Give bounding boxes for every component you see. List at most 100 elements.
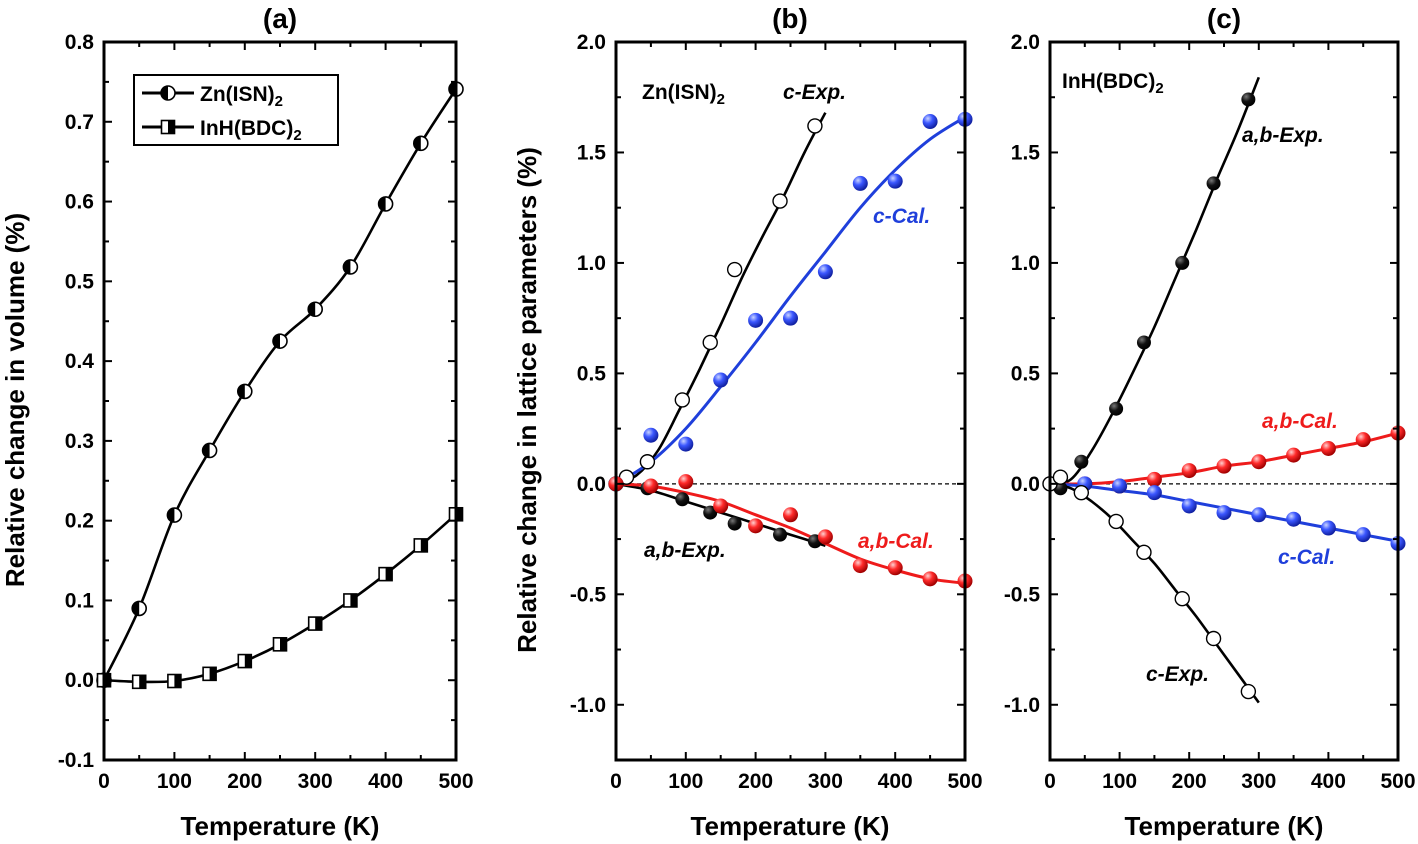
plot-area-a: 0 100 200 300 400 500 -0.1 0.0 0.1 0.2 0.3 0.4 0.5 0.… <box>58 31 474 793</box>
data-point-a-1-9 <box>413 538 429 553</box>
y-axis-title-b: Relative change in lattice parameters (%… <box>512 147 542 653</box>
x-tick-label: 500 <box>1380 770 1415 793</box>
series-line-c-0 <box>1049 76 1261 486</box>
plot-area-b: 0 100 200 300 400 500 -1.0 -0.5 0.0 0.5 1.0 1.5 2.0 <box>570 31 983 793</box>
series-line-a-0 <box>102 88 458 681</box>
data-point-b-3-8 <box>887 560 903 576</box>
data-point-c-2-6 <box>1251 507 1267 523</box>
panel-label-a: (a) <box>263 3 297 34</box>
compound-label-c: InH(BDC)2 <box>1062 70 1164 97</box>
data-point-c-0-5 <box>1175 255 1190 270</box>
x-tick-label: 300 <box>1241 770 1276 793</box>
data-point-c-2-5 <box>1216 505 1232 521</box>
data-point-c-2-2 <box>1112 478 1128 494</box>
data-point-b-3-1 <box>643 478 659 494</box>
y-tick-label: 0.5 <box>577 362 607 385</box>
data-point-b-0-5 <box>726 261 743 278</box>
data-point-b-2-4 <box>727 516 742 531</box>
y-tick-label: -1.0 <box>570 694 606 717</box>
data-point-c-3-1 <box>1052 469 1069 485</box>
data-point-c-0-2 <box>1074 454 1089 469</box>
x-tick-label: 500 <box>438 770 473 793</box>
data-point-a-0-6 <box>307 301 324 318</box>
data-point-b-1-6 <box>817 264 833 280</box>
data-point-b-1-9 <box>922 114 938 130</box>
data-point-a-1-8 <box>378 566 393 582</box>
y-tick-label: 0.0 <box>65 669 94 692</box>
data-point-b-1-8 <box>887 173 903 189</box>
series-line-b-3 <box>615 482 966 585</box>
x-axis-title-c: Temperature (K) <box>1125 811 1324 841</box>
data-point-b-0-2 <box>639 454 656 470</box>
x-tick-label: 200 <box>1172 770 1207 793</box>
data-point-b-3-6 <box>817 529 833 545</box>
x-tick-label: 0 <box>1044 770 1056 793</box>
legend-label-inh: InH(BDC)2 <box>200 117 302 144</box>
y-tick-label: 1.0 <box>1011 252 1040 275</box>
x-tick-label: 500 <box>947 770 982 793</box>
y-tick-label: 1.5 <box>577 141 607 164</box>
y-axis-title-a: Relative change in volume (%) <box>0 213 30 587</box>
data-point-c-1-9 <box>1355 432 1371 448</box>
data-point-c-2-3 <box>1146 485 1162 501</box>
y-tick-label: 2.0 <box>1011 31 1040 54</box>
data-point-c-1-3 <box>1146 471 1162 487</box>
data-point-c-3-2 <box>1073 484 1090 501</box>
y-tick-label: -0.1 <box>58 749 95 772</box>
data-point-a-0-9 <box>412 135 429 152</box>
data-point-c-1-8 <box>1320 440 1336 456</box>
data-point-b-3-9 <box>922 571 938 587</box>
data-point-b-3-2 <box>678 474 694 490</box>
data-point-b-0-3 <box>674 392 691 408</box>
y-tick-label: 0.0 <box>1011 473 1040 496</box>
data-point-b-2-3 <box>703 505 718 520</box>
legend-marker-inh <box>160 119 176 135</box>
data-point-a-0-1 <box>131 600 147 617</box>
y-tick-label: 0.3 <box>65 430 94 453</box>
x-tick-label: 100 <box>1102 770 1137 793</box>
data-point-b-1-4 <box>748 312 764 328</box>
y-tick-label: -0.5 <box>1004 583 1041 606</box>
y-tick-label: 2.0 <box>577 31 606 54</box>
annotation-c-cal-b: c-Cal. <box>873 205 930 228</box>
data-point-a-0-3 <box>201 442 218 459</box>
data-point-c-1-4 <box>1181 463 1197 479</box>
data-point-c-1-5 <box>1216 458 1232 474</box>
data-point-a-0-8 <box>377 196 394 212</box>
data-point-b-1-2 <box>678 436 694 452</box>
y-tick-label: 0.5 <box>1011 362 1041 385</box>
data-point-a-1-7 <box>343 593 358 608</box>
plot-frame-c <box>1048 40 1400 762</box>
data-point-b-3-7 <box>852 558 868 574</box>
annotation-ab-exp-c: a,b-Exp. <box>1242 124 1324 147</box>
data-point-a-0-7 <box>342 259 359 275</box>
x-tick-label: 200 <box>738 770 773 793</box>
panel-label-b: (b) <box>772 3 808 34</box>
x-axis-title-a: Temperature (K) <box>181 811 380 841</box>
data-point-b-2-2 <box>675 492 690 507</box>
series-line-c-1 <box>1049 431 1399 486</box>
data-point-c-0-3 <box>1109 401 1124 416</box>
data-point-b-1-7 <box>852 175 868 191</box>
x-tick-label: 300 <box>298 770 333 793</box>
series-line-a-1 <box>103 513 457 684</box>
data-point-a-0-10 <box>448 81 464 97</box>
x-tick-label: 400 <box>1311 770 1346 793</box>
compound-label-b: Zn(ISN)2 <box>642 81 725 108</box>
y-tick-label: 0.7 <box>65 111 94 134</box>
data-point-c-3-6 <box>1205 630 1222 647</box>
data-point-c-3-4 <box>1136 544 1152 561</box>
plot-frame-b <box>614 40 967 762</box>
annotation-ab-cal-b: a,b-Cal. <box>858 530 934 553</box>
y-tick-label: 0.5 <box>65 270 95 293</box>
y-tick-label: -0.5 <box>570 583 607 606</box>
legend-marker-zn <box>160 85 176 101</box>
y-tick-label: 0.6 <box>65 191 94 214</box>
y-tick-label: 1.5 <box>1011 141 1041 164</box>
data-point-b-0-4 <box>702 334 718 351</box>
legend-label-zn: Zn(ISN)2 <box>200 83 283 110</box>
data-point-c-2-7 <box>1286 511 1302 527</box>
data-point-c-2-9 <box>1355 527 1371 543</box>
data-point-b-0-6 <box>772 193 788 209</box>
